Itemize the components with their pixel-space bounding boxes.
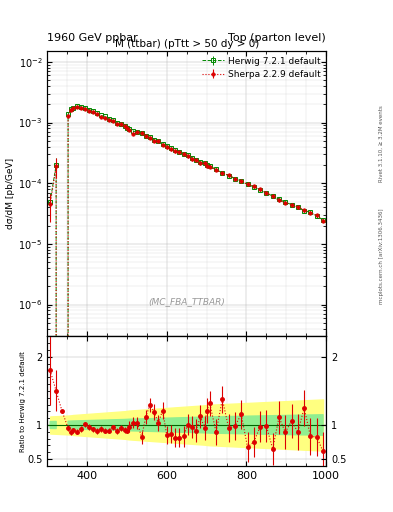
Title: M (ttbar) (pTtt > 50 dy > 0): M (ttbar) (pTtt > 50 dy > 0)	[114, 39, 259, 49]
Text: 1960 GeV ppbar: 1960 GeV ppbar	[47, 33, 138, 44]
Text: Rivet 3.1.10, ≥ 3.2M events: Rivet 3.1.10, ≥ 3.2M events	[379, 105, 384, 182]
Text: mcplots.cern.ch [arXiv:1306.3436]: mcplots.cern.ch [arXiv:1306.3436]	[379, 208, 384, 304]
Text: (MC_FBA_TTBAR): (MC_FBA_TTBAR)	[148, 297, 225, 307]
Y-axis label: Ratio to Herwig 7.2.1 default: Ratio to Herwig 7.2.1 default	[20, 351, 26, 452]
Y-axis label: dσ/dM [pb/GeV]: dσ/dM [pb/GeV]	[6, 158, 15, 229]
Text: Top (parton level): Top (parton level)	[228, 33, 326, 44]
Legend: Herwig 7.2.1 default, Sherpa 2.2.9 default: Herwig 7.2.1 default, Sherpa 2.2.9 defau…	[199, 54, 323, 82]
